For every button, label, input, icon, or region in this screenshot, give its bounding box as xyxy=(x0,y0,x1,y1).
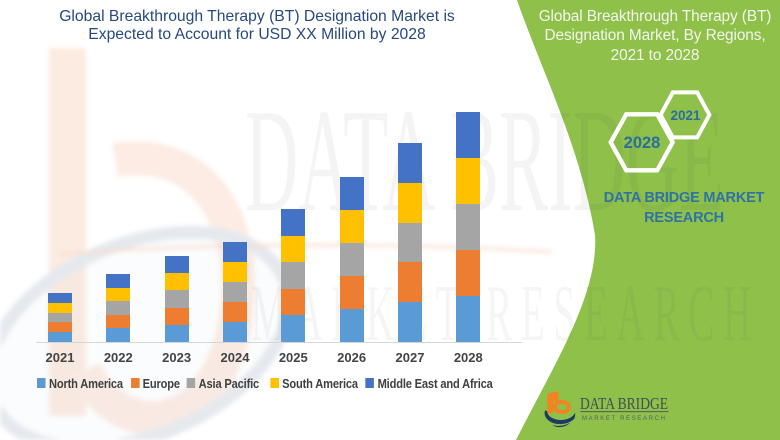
svg-text:DATA BRIDGE: DATA BRIDGE xyxy=(245,79,724,243)
svg-text:DATA BRIDGE: DATA BRIDGE xyxy=(580,394,668,413)
svg-text:M A R K E T R E S E A R C H: M A R K E T R E S E A R C H xyxy=(582,416,665,422)
svg-text:MARKET RESEARCH: MARKET RESEARCH xyxy=(251,270,760,358)
